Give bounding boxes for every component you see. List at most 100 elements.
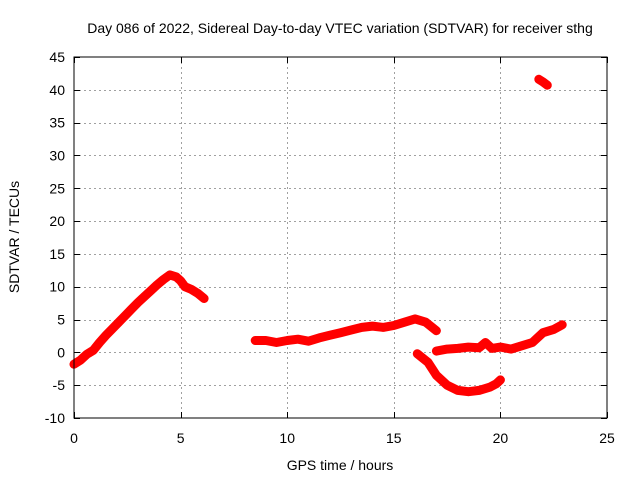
data-point [517,341,526,350]
data-point [432,371,441,380]
y-tick-label: 25 [49,180,65,196]
data-point [261,336,270,345]
data-point [114,318,123,327]
data-point [539,77,548,86]
data-point [251,336,260,345]
data-point [283,336,292,345]
data-point [272,338,281,347]
x-tick-label: 10 [279,430,295,446]
data-point [200,294,209,303]
data-point [453,386,462,395]
data-point [475,343,484,352]
series-band [412,349,505,397]
data-point [89,346,98,355]
ticks: 0 5 10 15 20 25 -10 -5 0 5 10 15 20 25 30 35 40 45 [45,49,615,446]
data-point [127,305,136,314]
series-segment-5 [534,74,552,90]
data-point [108,324,117,333]
data-point [464,343,473,352]
chart-title: Day 086 of 2022, Sidereal Day-to-day VTE… [87,20,593,36]
data-point [411,314,420,323]
data-point [140,292,149,301]
series-band [69,270,209,369]
series-segment-4 [412,349,505,397]
y-tick-label: -10 [45,410,65,426]
data-point [421,318,430,327]
data-point [423,358,432,367]
data-point [413,349,422,358]
data-point [492,379,501,388]
data-point [357,323,366,332]
data-point [165,270,174,279]
series-layer [69,74,567,397]
data-point [475,386,484,395]
data-point [507,345,516,354]
data-point [528,338,537,347]
y-tick-label: 5 [57,312,65,328]
x-tick-label: 5 [177,430,185,446]
x-tick-label: 20 [493,430,509,446]
y-tick-label: 45 [49,49,65,65]
data-point [95,338,104,347]
data-point [496,375,505,384]
series-segment-1 [69,270,209,369]
grid [74,57,607,418]
y-axis-label: SDTVAR / TECUs [6,181,22,293]
data-point [293,335,302,344]
data-point [336,328,345,337]
data-point [534,75,543,84]
y-tick-label: 10 [49,279,65,295]
data-point [432,347,441,356]
data-point [325,331,334,340]
data-point [159,275,168,284]
data-point [543,81,552,90]
y-tick-label: 20 [49,213,65,229]
data-point [121,311,130,320]
series-segment-2 [250,314,441,347]
x-axis-label: GPS time / hours [287,457,394,473]
y-tick-label: 0 [57,344,65,360]
data-point [481,338,490,347]
data-point [347,326,356,335]
data-point [172,272,181,281]
data-point [549,325,558,334]
data-point [82,350,91,359]
data-point [315,333,324,342]
data-point [487,344,496,353]
plot-border [73,56,608,419]
data-point [400,318,409,327]
data-point [368,322,377,331]
series-segment-3 [431,320,567,356]
y-tick-label: 40 [49,82,65,98]
y-tick-label: -5 [53,377,66,393]
data-point [558,320,567,329]
data-point [304,337,313,346]
y-tick-label: 15 [49,246,65,262]
data-point [539,328,548,337]
data-point [389,321,398,330]
data-point [101,331,110,340]
y-tick-label: 35 [49,115,65,131]
data-point [379,323,388,332]
x-tick-label: 25 [599,430,615,446]
data-point [496,343,505,352]
series-band [250,314,441,347]
data-point [453,344,462,353]
data-point [443,345,452,354]
data-point [187,285,196,294]
data-point [180,282,189,291]
x-tick-label: 0 [70,430,78,446]
data-point [76,356,85,365]
data-point [193,289,202,298]
data-point [133,298,142,307]
data-point [176,276,185,285]
x-tick-label: 15 [386,430,402,446]
data-point [464,387,473,396]
data-point [485,383,494,392]
data-point [146,286,155,295]
y-tick-label: 30 [49,147,65,163]
data-point [153,280,162,289]
data-point [443,381,452,390]
data-point [432,326,441,335]
